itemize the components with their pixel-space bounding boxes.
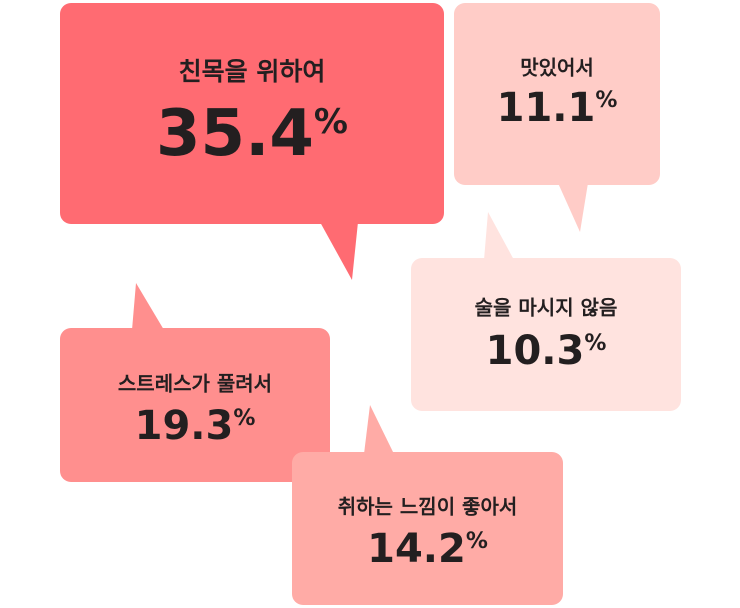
bubble-box — [60, 328, 330, 482]
value-unit: % — [314, 101, 348, 141]
value-unit: % — [595, 88, 617, 113]
bubble-tail — [320, 222, 358, 280]
speech-bubble: 맛있어서 11.1% — [454, 3, 660, 232]
value-number: 11.1 — [497, 85, 596, 131]
bubble-value: 14.2% — [367, 526, 488, 572]
value-number: 10.3 — [486, 328, 585, 374]
speech-bubble: 술을 마시지 않음 10.3% — [411, 212, 681, 411]
bubble-value: 35.4% — [156, 97, 348, 171]
bubble-label: 스트레스가 풀려서 — [118, 372, 272, 396]
value-number: 14.2 — [367, 526, 466, 572]
speech-bubble: 스트레스가 풀려서 19.3% — [60, 283, 330, 482]
bubble-box — [292, 452, 563, 605]
bubble-tail — [364, 405, 394, 454]
bubble-box — [60, 3, 444, 224]
bubble-value: 19.3% — [135, 403, 256, 449]
bubble-box — [411, 258, 681, 411]
bubble-label: 술을 마시지 않음 — [475, 296, 618, 320]
value-unit: % — [233, 406, 255, 431]
bubble-label: 취하는 느낌이 좋아서 — [338, 495, 518, 519]
bubble-tail — [484, 212, 514, 260]
speech-bubble: 친목을 위하여 35.4% — [60, 3, 444, 280]
bubble-label: 친목을 위하여 — [179, 57, 326, 86]
value-number: 35.4 — [156, 97, 314, 171]
bubble-tail — [558, 183, 588, 232]
value-unit: % — [466, 529, 488, 554]
bubble-label: 맛있어서 — [520, 56, 594, 80]
bubble-value: 11.1% — [497, 85, 618, 131]
bubble-value: 10.3% — [486, 328, 607, 374]
bubble-tail — [132, 283, 164, 330]
speech-bubble: 취하는 느낌이 좋아서 14.2% — [292, 405, 563, 605]
value-number: 19.3 — [135, 403, 234, 449]
value-unit: % — [584, 331, 606, 356]
bubble-box — [454, 3, 660, 185]
